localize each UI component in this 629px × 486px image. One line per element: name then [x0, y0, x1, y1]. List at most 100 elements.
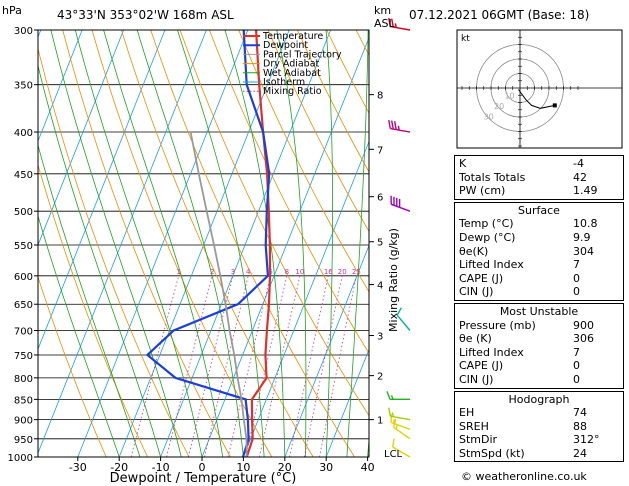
hodograph-table: Hodograph EH 74 SREH 88 StmDir 312° StmSpd … [454, 390, 624, 463]
most-unstable-title: Most Unstable [499, 304, 579, 318]
mixing-ratio-label: 16 [324, 268, 333, 276]
hodograph-row: StmDir 312° [459, 433, 600, 447]
hodograph-row: SREH 88 [459, 419, 587, 433]
wind-barbs [386, 17, 411, 458]
most-unstable-row: CAPE (J) 0 [459, 359, 580, 373]
mixing-ratio-line [188, 275, 234, 457]
height-axis: 1 2 3 4 5 6 7 8 [369, 91, 383, 427]
pressure-tick-label: 600 [14, 272, 33, 283]
temperature-tick-label: 0 [199, 461, 206, 474]
mixing-ratio-label: 8 [285, 268, 289, 276]
wind-barb-feather [391, 412, 394, 417]
wet-adiabat-line [74, 30, 203, 457]
wet-adiabat-line [346, 30, 369, 457]
wind-barb-feather [394, 23, 397, 28]
hodograph-ring-label: 20 [494, 102, 504, 111]
profile-lines [145, 30, 272, 457]
hodograph-row: StmSpd (kt) 24 [459, 446, 587, 460]
surface-title: Surface [518, 203, 560, 217]
credit-text: © weatheronline.co.uk [461, 470, 587, 483]
legend-label: Wet Adiabat [263, 68, 321, 79]
temperature-tick-label: 20 [278, 461, 292, 474]
wind-barb-feather [391, 438, 395, 448]
wind-barb-feather [390, 395, 394, 400]
wet-adiabat-line [276, 30, 307, 457]
pressure-tick-label: 500 [14, 207, 33, 218]
pressure-tick-label: 550 [14, 241, 33, 252]
wind-barb-feather [393, 121, 397, 130]
mixing-ratio-label: 20 [338, 268, 347, 276]
legend-label: Temperature [262, 31, 323, 42]
isotherm-line [201, 36, 369, 457]
indices-table: K -4 Totals Totals 42 PW (cm) 1.49 [454, 155, 624, 200]
temperature-tick-label: -10 [152, 461, 170, 474]
surface-row: CIN (J) 0 [459, 285, 580, 299]
temperature-tick-label: -30 [69, 461, 87, 474]
height-tick-label: 8 [377, 91, 383, 102]
asl-label: ASL [374, 17, 396, 30]
dry-adiabat-line [38, 275, 107, 457]
wet-adiabat-line [38, 64, 161, 457]
height-tick-label: 2 [377, 372, 383, 383]
height-tick-label: 5 [377, 238, 383, 249]
mixing-ratio-line [319, 275, 357, 457]
hpa-label: hPa [2, 4, 22, 17]
wet-adiabat-line [224, 30, 286, 457]
mixing-ratio-label: 4 [246, 268, 251, 276]
temperature-tick-label: 10 [236, 461, 250, 474]
hodograph-frame [456, 29, 623, 149]
mixing-ratio-label: 1 [176, 268, 180, 276]
surface-row: Temp (°C) 10.8 [459, 217, 598, 231]
dry-adiabat-line [238, 30, 369, 293]
surface-row: Lifted Index 7 [459, 258, 580, 272]
isotherm-line [38, 30, 83, 143]
wet-adiabat-line [177, 30, 265, 457]
isotherm-line [243, 140, 369, 457]
pressure-tick-label: 400 [14, 128, 33, 139]
wind-barb-feather [395, 424, 398, 430]
isotherm-line [38, 30, 207, 455]
hodograph-ring-label: 10 [504, 91, 514, 100]
height-tick-label: 6 [377, 193, 383, 204]
wind-barb-feather [396, 307, 402, 316]
wind-barb-staff [390, 203, 411, 212]
mixing-ratio-label: 2 [210, 268, 214, 276]
isotherm-line [160, 30, 331, 457]
series-line [145, 30, 271, 457]
pressure-tick-label: 650 [14, 300, 33, 311]
hodograph-trace [518, 89, 555, 109]
pressure-tick-label: 300 [14, 26, 33, 37]
temperature-tick-label: -20 [110, 461, 128, 474]
pressure-tick-label: 450 [14, 170, 33, 181]
wind-barb-feather [397, 125, 400, 131]
pressure-tick-label: 700 [14, 327, 33, 338]
dry-adiabat-line [121, 30, 314, 457]
temperature-tick-label: 40 [361, 461, 375, 474]
mixing-ratio-line [204, 275, 249, 457]
mixing-ratio-line [303, 275, 343, 457]
pressure-tick-label: 950 [14, 435, 33, 446]
surface-row: θe(K) 304 [459, 244, 594, 258]
legend-label: Dry Adiabat [263, 59, 320, 70]
km-label: km [374, 4, 391, 17]
dry-adiabat-line [38, 163, 148, 457]
mixing-ratio-line [166, 275, 213, 457]
surface-row: Dewp (°C) 9.9 [459, 230, 591, 244]
dry-adiabat-line [209, 30, 369, 354]
most-unstable-row: θe (K) 306 [459, 332, 594, 346]
wind-barb-feather [388, 17, 391, 27]
dry-adiabat-line [38, 47, 190, 457]
x-axis-label: Dewpoint / Temperature (°C) [110, 471, 297, 486]
height-tick-label: 3 [377, 332, 383, 343]
dry-adiabat-line [297, 30, 369, 173]
lcl-label: LCL [384, 449, 403, 460]
hodograph-unit-label: kt [461, 34, 470, 44]
indices-panel: K -4 Totals Totals 42 PW (cm) 1.49 Surface … [454, 155, 624, 464]
series-line [189, 131, 248, 457]
wind-barb [388, 120, 411, 133]
mixing-ratio-label: 25 [352, 268, 361, 276]
index-row-pw: PW (cm) 1.49 [459, 184, 598, 198]
isotherm-line [38, 30, 166, 351]
surface-row: CAPE (J) 0 [459, 271, 580, 285]
